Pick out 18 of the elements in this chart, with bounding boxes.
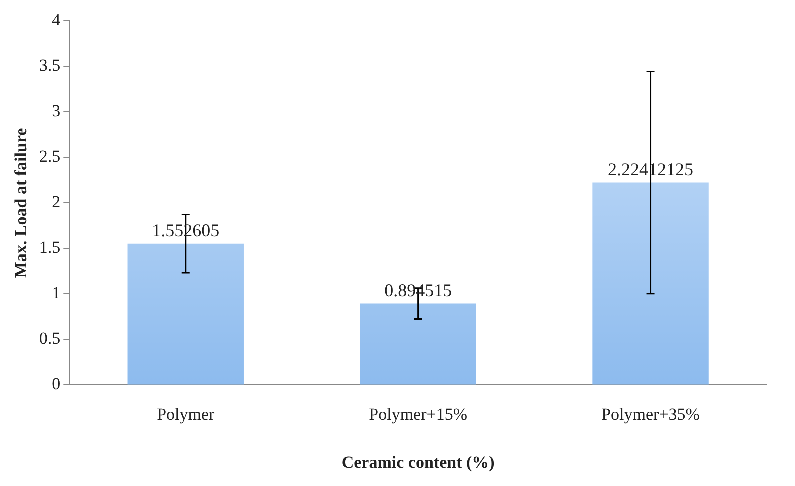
y-tick-label: 4	[52, 10, 62, 30]
x-tick-label: Polymer+15%	[369, 404, 468, 424]
data-label: 0.894515	[384, 280, 452, 301]
y-tick-label: 3	[52, 102, 61, 121]
x-tick-label: Polymer+35%	[602, 404, 700, 424]
bar	[128, 244, 244, 385]
x-tick-label: Polymer	[157, 404, 216, 424]
y-tick-label: 0.5	[39, 329, 61, 348]
bar	[360, 304, 476, 385]
y-tick-label: 3.5	[39, 56, 61, 76]
y-tick-label: 1.5	[39, 238, 61, 258]
bar	[592, 182, 709, 385]
y-tick-label: 1	[52, 284, 61, 303]
y-tick-label: 2	[52, 192, 61, 212]
y-tick-label: 0	[52, 374, 61, 394]
x-axis-title: Ceramic content (%)	[342, 453, 495, 472]
y-tick-label: 2.5	[39, 147, 61, 166]
y-axis-title: Max. Load at failure	[12, 128, 31, 278]
